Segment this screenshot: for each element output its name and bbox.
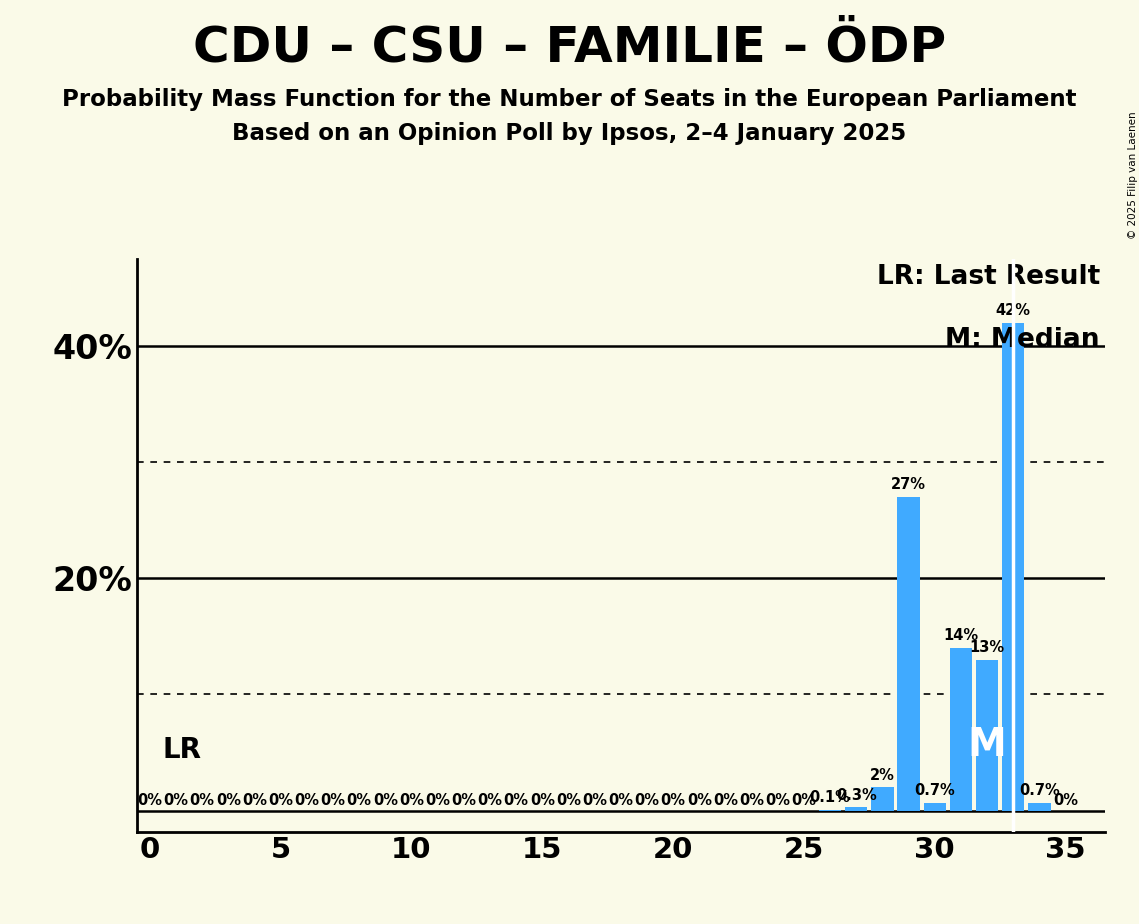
Text: 0%: 0%: [687, 794, 712, 808]
Text: M: M: [968, 726, 1007, 764]
Text: 0%: 0%: [556, 794, 581, 808]
Text: 0.7%: 0.7%: [1019, 783, 1059, 798]
Text: 0%: 0%: [739, 794, 764, 808]
Text: 0%: 0%: [425, 794, 450, 808]
Bar: [845, 808, 868, 810]
Text: LR: LR: [163, 736, 202, 764]
Text: Probability Mass Function for the Number of Seats in the European Parliament: Probability Mass Function for the Number…: [63, 88, 1076, 111]
Text: 0.1%: 0.1%: [810, 790, 851, 805]
Text: 0%: 0%: [268, 794, 293, 808]
Text: 0%: 0%: [1054, 794, 1079, 808]
Bar: [924, 803, 945, 810]
Bar: [976, 660, 998, 810]
Text: 0%: 0%: [582, 794, 607, 808]
Text: 0%: 0%: [294, 794, 319, 808]
Text: LR: Last Result: LR: Last Result: [877, 264, 1100, 290]
Text: 2%: 2%: [870, 768, 895, 783]
Text: CDU – CSU – FAMILIE – ÖDP: CDU – CSU – FAMILIE – ÖDP: [192, 23, 947, 71]
Text: 0%: 0%: [320, 794, 345, 808]
Text: 0%: 0%: [138, 794, 162, 808]
Text: 0%: 0%: [661, 794, 686, 808]
Text: M: Median: M: Median: [945, 327, 1100, 354]
Text: 0%: 0%: [346, 794, 371, 808]
Text: 27%: 27%: [891, 478, 926, 492]
Text: 0.7%: 0.7%: [915, 783, 956, 798]
Text: 0%: 0%: [215, 794, 240, 808]
Bar: [898, 497, 919, 810]
Bar: [950, 648, 972, 810]
Text: 0.3%: 0.3%: [836, 787, 877, 803]
Text: © 2025 Filip van Laenen: © 2025 Filip van Laenen: [1129, 111, 1138, 238]
Text: 0%: 0%: [163, 794, 188, 808]
Text: 0%: 0%: [451, 794, 476, 808]
Text: Based on an Opinion Poll by Ipsos, 2–4 January 2025: Based on an Opinion Poll by Ipsos, 2–4 J…: [232, 122, 907, 145]
Text: 0%: 0%: [241, 794, 267, 808]
Bar: [1002, 322, 1024, 810]
Text: 13%: 13%: [969, 640, 1005, 655]
Text: 0%: 0%: [372, 794, 398, 808]
Text: 0%: 0%: [399, 794, 424, 808]
Text: 0%: 0%: [713, 794, 738, 808]
Text: 0%: 0%: [608, 794, 633, 808]
Text: 0%: 0%: [634, 794, 659, 808]
Text: 0%: 0%: [189, 794, 214, 808]
Text: 42%: 42%: [995, 303, 1031, 318]
Bar: [871, 787, 893, 810]
Text: 14%: 14%: [943, 628, 978, 643]
Bar: [819, 809, 842, 810]
Text: 0%: 0%: [792, 794, 817, 808]
Bar: [1029, 803, 1050, 810]
Text: 0%: 0%: [765, 794, 790, 808]
Text: 0%: 0%: [503, 794, 528, 808]
Text: 0%: 0%: [477, 794, 502, 808]
Text: 0%: 0%: [530, 794, 555, 808]
